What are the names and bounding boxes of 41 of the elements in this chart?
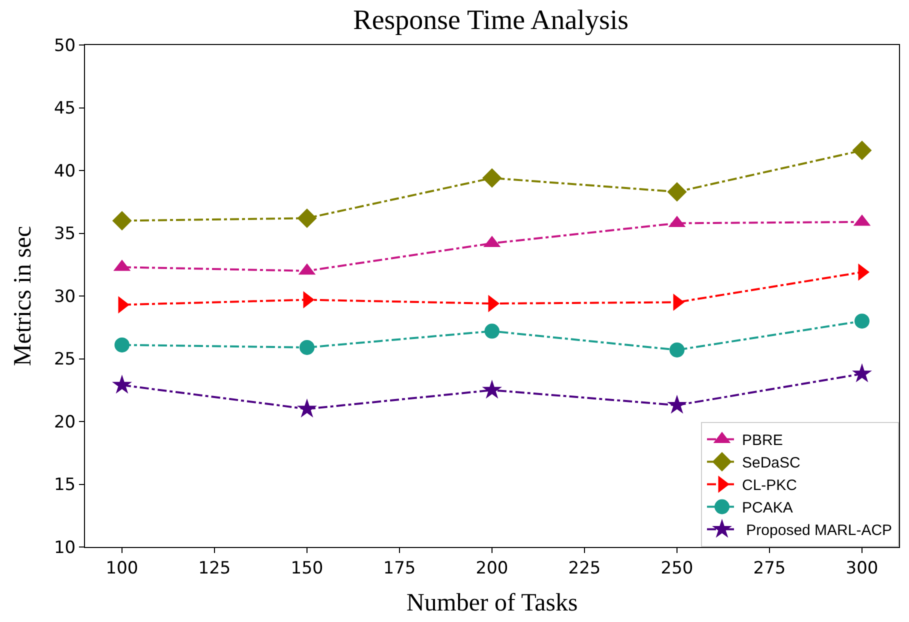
y-axis-title: Metrics in sec [10, 226, 37, 366]
point [112, 210, 132, 230]
y-tick-label: 30 [54, 286, 76, 307]
x-tick-label: 250 [660, 558, 694, 578]
legend-label: SeDaSC [742, 454, 801, 472]
point [852, 140, 872, 160]
x-tick-label: 125 [198, 558, 231, 578]
point [114, 337, 130, 352]
y-tick-label: 25 [54, 350, 76, 370]
legend-label: PCAKA [742, 500, 793, 517]
x-axis-title: Number of Tasks [406, 589, 578, 616]
y-tick-label: 10 [54, 538, 76, 558]
point [667, 182, 687, 202]
legend-label: PBRE [742, 432, 783, 450]
x-tick-label: 275 [753, 558, 786, 578]
point [482, 168, 502, 188]
point [482, 380, 502, 399]
chart-title: Response Time Analysis [353, 4, 629, 36]
point [854, 314, 870, 329]
x-tick-label: 200 [476, 558, 508, 578]
x-tick-label: 175 [383, 558, 416, 578]
y-tick-label: 40 [54, 161, 76, 182]
point [670, 342, 684, 358]
legend-label: CL-PKC [742, 477, 798, 494]
x-tick-label: 225 [568, 558, 601, 578]
x-tick-label: 150 [290, 558, 324, 578]
point [667, 394, 687, 414]
x-tick-label: 300 [846, 558, 878, 578]
y-tick-label: 45 [54, 98, 76, 119]
point [852, 363, 872, 382]
legend-label: Proposed MARL-ACP [742, 522, 892, 540]
point [484, 324, 500, 339]
point [297, 208, 317, 228]
point [300, 340, 314, 355]
point [297, 398, 317, 418]
y-tick-label: 50 [54, 36, 76, 56]
y-tick-label: 35 [54, 224, 76, 244]
y-tick-label: 15 [54, 475, 76, 496]
point [112, 374, 132, 394]
y-tick-label: 20 [54, 412, 76, 432]
x-tick-label: 100 [106, 558, 138, 578]
